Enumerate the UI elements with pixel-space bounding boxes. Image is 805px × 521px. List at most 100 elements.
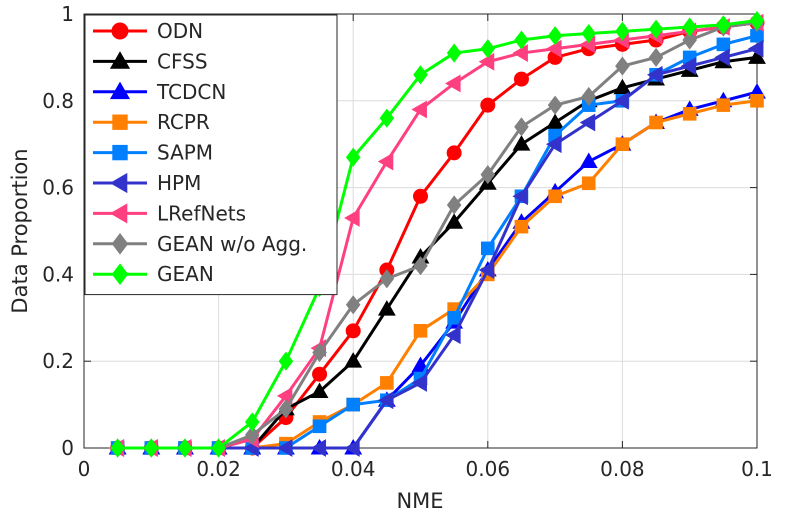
legend-entry-tcdcn: TCDCN (93, 80, 226, 104)
legend-entry-gean: GEAN (93, 262, 214, 286)
data-point-gean (211, 438, 226, 458)
data-point-lrefnets (512, 44, 528, 62)
legend-marker-tcdcn (109, 81, 131, 100)
data-point-odn (446, 145, 462, 161)
data-point-cfss (512, 135, 531, 151)
data-point-lrefnets (344, 209, 360, 227)
data-point-sapm (447, 311, 461, 325)
data-point-gean (379, 108, 395, 128)
data-point-rcpr (514, 219, 529, 234)
y-tick-label: 0.6 (42, 176, 74, 200)
data-point-odn (345, 323, 361, 339)
data-point-hpm (512, 187, 528, 206)
data-point-rcpr (615, 137, 630, 151)
x-tick-label: 0.06 (466, 457, 511, 481)
data-point-gean-w-o-agg (244, 425, 260, 445)
data-point-sapm (481, 241, 495, 256)
data-point-tcdcn (411, 356, 430, 372)
legend-entry-sapm: SAPM (93, 141, 213, 165)
legend-label-tcdcn: TCDCN (156, 80, 226, 104)
data-point-cfss (344, 352, 363, 368)
data-point-gean-w-o-agg (446, 195, 462, 215)
data-point-gean-w-o-agg (345, 295, 361, 315)
data-point-rcpr (750, 94, 764, 108)
data-point-gean (749, 10, 765, 31)
data-point-gean (446, 43, 462, 63)
data-point-hpm (377, 391, 394, 410)
data-point-cfss (310, 382, 329, 399)
data-point-cfss (445, 213, 464, 229)
legend-marker-hpm (109, 172, 128, 194)
data-point-gean (413, 65, 428, 85)
data-point-hpm (680, 57, 697, 75)
legend-marker-odn (111, 22, 129, 40)
data-point-gean (716, 15, 731, 35)
data-point-gean (480, 39, 496, 59)
axes: 0 0.02 0.04 0.06 0.08 0.1 0 0.2 0.4 0.6 0.8 1 (42, 2, 773, 481)
legend-marker-rcpr (112, 114, 128, 130)
data-point-lrefnets (276, 387, 293, 405)
data-point-gean (547, 26, 563, 46)
data-point-lrefnets (478, 52, 495, 71)
data-point-gean-w-o-agg (480, 165, 496, 185)
x-tick-label: 0.04 (331, 457, 376, 481)
data-point-gean-w-o-agg (682, 30, 697, 50)
y-tick-label: 1 (61, 2, 74, 26)
legend-label-gean-w-o-agg: GEAN w/o Agg. (157, 232, 307, 256)
data-point-hpm (613, 91, 629, 110)
legend-entry-cfss: CFSS (93, 49, 208, 73)
data-point-gean-w-o-agg (514, 117, 529, 137)
legend-entry-lrefnets: LRefNets (93, 201, 246, 225)
data-point-hpm (579, 113, 596, 132)
legend-label-odn: ODN (157, 19, 203, 43)
data-point-gean-w-o-agg (379, 269, 395, 289)
data-point-hpm (478, 261, 495, 279)
data-point-gean-w-o-agg (581, 86, 597, 107)
series-layer (108, 10, 766, 458)
legend-marker-cfss (109, 51, 131, 69)
data-point-gean-w-o-agg (648, 47, 664, 67)
data-point-hpm (546, 135, 562, 154)
data-point-gean (345, 147, 361, 167)
data-point-gean (648, 19, 664, 39)
legend-label-gean: GEAN (157, 262, 214, 286)
data-point-hpm (646, 65, 663, 84)
data-point-odn (513, 71, 529, 87)
y-tick-label: 0 (61, 436, 74, 460)
legend-marker-gean-w-o-agg (111, 232, 129, 255)
x-axis-label: NME (396, 489, 443, 513)
data-point-gean (581, 23, 597, 44)
data-point-rcpr (380, 376, 394, 390)
y-tick-label: 0.8 (42, 89, 74, 113)
data-point-gean-w-o-agg (312, 342, 327, 363)
y-tick-label: 0.4 (42, 262, 74, 286)
data-point-hpm (344, 439, 360, 457)
data-point-lrefnets (445, 74, 461, 93)
data-point-hpm (445, 326, 461, 345)
data-point-odn (312, 366, 328, 382)
x-tick-label: 0.1 (741, 457, 773, 481)
data-point-gean (514, 30, 529, 50)
data-point-gean-w-o-agg (413, 256, 428, 276)
data-point-gean (278, 351, 294, 371)
data-point-sapm (312, 419, 327, 434)
y-tick-label: 0.2 (42, 349, 74, 373)
data-point-tcdcn (579, 152, 598, 169)
x-tick-label: 0 (78, 457, 91, 481)
data-point-hpm (747, 39, 764, 58)
data-point-gean-w-o-agg (547, 95, 563, 115)
data-point-gean (177, 438, 193, 458)
data-point-rcpr (716, 98, 731, 112)
data-point-odn (480, 97, 496, 113)
data-point-lrefnets (546, 39, 562, 58)
legend-entry-gean-w-o-agg: GEAN w/o Agg. (93, 232, 307, 256)
data-point-cfss (748, 48, 766, 64)
data-point-gean (682, 17, 697, 37)
data-point-rcpr (413, 324, 428, 338)
data-point-hpm (310, 439, 326, 457)
data-point-cfss (546, 113, 565, 129)
data-point-rcpr (682, 107, 697, 121)
data-point-rcpr (581, 176, 596, 191)
legend-marker-gean (111, 263, 129, 286)
